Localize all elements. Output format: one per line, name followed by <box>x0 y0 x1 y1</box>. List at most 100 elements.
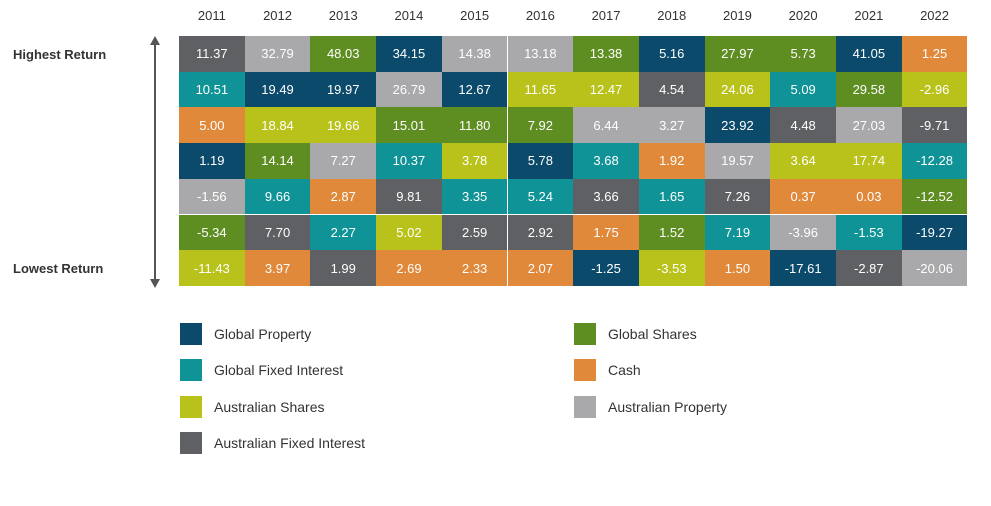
return-cell: 1.50 <box>704 250 771 286</box>
year-header: 2012 <box>263 8 292 23</box>
legend-swatch <box>574 323 596 345</box>
return-cell: 3.64 <box>770 143 836 179</box>
return-cell: 1.92 <box>638 143 705 179</box>
return-cell: 12.47 <box>573 71 639 108</box>
return-cell: 9.81 <box>376 178 442 215</box>
legend-label: Australian Property <box>608 399 728 415</box>
return-cell: 17.74 <box>836 143 902 179</box>
return-cell: 27.03 <box>836 107 902 144</box>
return-cell: 24.06 <box>704 71 771 108</box>
return-cell: -12.52 <box>901 178 968 215</box>
legend-swatch <box>574 396 596 418</box>
legend-item: Global Property <box>180 323 311 345</box>
return-cell: -2.87 <box>836 250 902 286</box>
return-cell: 2.33 <box>441 250 508 286</box>
return-cell: 18.84 <box>244 107 311 144</box>
return-cell: 5.73 <box>770 36 836 72</box>
legend-swatch <box>180 359 202 381</box>
year-header: 2011 <box>197 8 226 23</box>
return-cell: 11.37 <box>179 36 245 72</box>
return-cell: 19.49 <box>244 71 311 108</box>
year-header: 2013 <box>328 8 358 23</box>
return-cell: 48.03 <box>310 36 377 72</box>
legend-item: Australian Fixed Interest <box>180 432 365 454</box>
legend-label: Australian Shares <box>214 399 325 415</box>
return-cell: -11.43 <box>179 250 245 286</box>
return-cell: 5.78 <box>507 143 574 179</box>
return-cell: 26.79 <box>376 71 442 108</box>
return-cell: 0.03 <box>836 178 902 215</box>
year-header: 2021 <box>854 8 884 23</box>
return-cell: 6.44 <box>573 107 639 144</box>
legend-label: Global Shares <box>608 326 697 342</box>
return-cell: 7.92 <box>507 107 574 144</box>
return-cell: 34.15 <box>376 36 442 72</box>
return-cell: -3.53 <box>638 250 705 286</box>
double-arrow-icon <box>150 36 160 288</box>
return-cell: 2.07 <box>507 250 574 286</box>
return-cell: 3.68 <box>573 143 639 179</box>
return-cell: -3.96 <box>770 214 836 251</box>
legend-swatch <box>180 396 202 418</box>
year-header: 2016 <box>525 8 555 23</box>
legend-item: Australian Property <box>574 396 727 418</box>
return-cell: 2.69 <box>376 250 442 286</box>
lowest-return-label: Lowest Return <box>13 261 104 276</box>
return-cell: 4.48 <box>770 107 836 144</box>
return-cell: 11.65 <box>507 71 574 108</box>
return-cell: 1.52 <box>638 214 705 251</box>
legend-label: Cash <box>608 362 641 378</box>
return-cell: 3.27 <box>638 107 705 144</box>
return-cell: 2.59 <box>441 214 508 251</box>
return-cell: 23.92 <box>704 107 771 144</box>
return-cell: 19.97 <box>310 71 377 108</box>
return-cell: 15.01 <box>376 107 442 144</box>
return-cell: 0.37 <box>770 178 836 215</box>
return-cell: 41.05 <box>836 36 902 72</box>
return-cell: 11.80 <box>441 107 508 144</box>
return-cell: 10.37 <box>376 143 442 179</box>
legend-item: Cash <box>574 359 641 381</box>
legend-item: Australian Shares <box>180 396 325 418</box>
year-header: 2022 <box>920 8 949 23</box>
return-cell: 3.78 <box>441 143 508 179</box>
return-cell: 5.02 <box>376 214 442 251</box>
return-cell: 5.16 <box>638 36 705 72</box>
return-cell: 2.27 <box>310 214 377 251</box>
return-cell: -17.61 <box>770 250 836 286</box>
return-cell: 32.79 <box>244 36 311 72</box>
return-cell: 14.38 <box>441 36 508 72</box>
legend-swatch <box>180 323 202 345</box>
return-cell: 13.18 <box>507 36 574 72</box>
return-cell: 12.67 <box>441 71 508 108</box>
return-cell: 2.92 <box>507 214 574 251</box>
return-cell: 1.25 <box>901 36 968 72</box>
return-cell: -1.53 <box>836 214 902 251</box>
return-cell: -12.28 <box>901 143 968 179</box>
legend-label: Global Fixed Interest <box>214 362 344 378</box>
return-cell: 1.99 <box>310 250 377 286</box>
return-cell: 9.66 <box>244 178 311 215</box>
return-cell: 27.97 <box>704 36 771 72</box>
return-cell: 19.57 <box>704 143 771 179</box>
legend-swatch <box>180 432 202 454</box>
return-cell: 1.65 <box>638 178 705 215</box>
return-cell: 2.87 <box>310 178 377 215</box>
return-cell: 4.54 <box>638 71 705 108</box>
return-cell: -20.06 <box>901 250 968 286</box>
return-cell: -1.25 <box>573 250 639 286</box>
return-cell: 10.51 <box>179 71 245 108</box>
year-header: 2017 <box>591 8 621 23</box>
legend-item: Global Fixed Interest <box>180 359 343 381</box>
legend-label: Australian Fixed Interest <box>214 435 365 451</box>
year-header: 2018 <box>657 8 687 23</box>
return-cell: 3.66 <box>573 178 639 215</box>
year-header: 2015 <box>460 8 490 23</box>
return-cell: 14.14 <box>244 143 311 179</box>
return-cell: -2.96 <box>901 71 968 108</box>
return-cell: 7.70 <box>244 214 311 251</box>
return-cell: -9.71 <box>901 107 968 144</box>
highest-return-label: Highest Return <box>13 47 107 62</box>
return-cell: 19.66 <box>310 107 377 144</box>
